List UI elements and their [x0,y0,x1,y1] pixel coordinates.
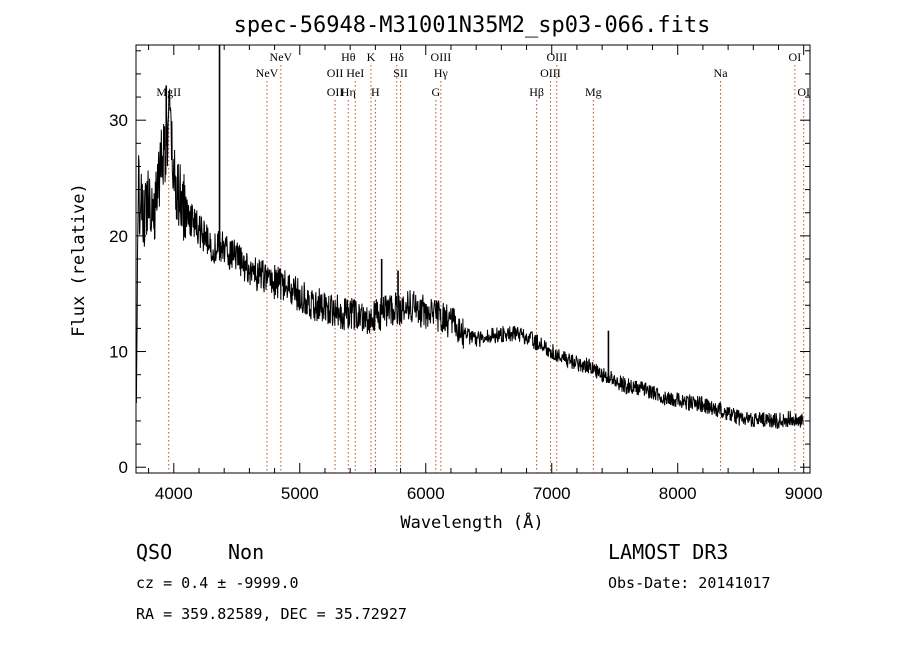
x-tick-label: 5000 [281,484,319,503]
spectrum-line [135,88,804,429]
redshift-readout: cz = 0.4 ± -9999.0 [136,574,299,592]
object-subclass: Non [228,540,264,564]
emission-line-label: NeV [270,50,293,64]
emission-line-label: H [371,85,380,99]
spectrum-group [135,45,804,429]
emission-line-label: OI [789,50,802,64]
x-axis-label: Wavelength (Å) [400,511,543,533]
emission-line-label: Hη [341,85,356,99]
y-tick-label: 20 [109,227,128,246]
info-panel: QSO Non cz = 0.4 ± -9999.0 RA = 359.8258… [136,540,771,623]
emission-line-label: G [431,85,440,99]
observation-date: Obs-Date: 20141017 [608,574,771,592]
emission-line-label: Mg [585,85,602,99]
emission-line-label: Hδ [390,50,405,64]
emission-line-label: OII [327,85,344,99]
emission-line-label: Hθ [341,50,356,64]
y-tick-label: 0 [119,458,128,477]
emission-line-label: OIII [431,50,452,64]
emission-line-label: K [367,50,376,64]
x-tick-label: 7000 [533,484,571,503]
emission-line-label: Hβ [529,85,544,99]
emission-line-label: NeV [256,66,279,80]
survey-name: LAMOST DR3 [608,540,728,564]
object-class: QSO [136,540,172,564]
x-tick-label: 4000 [155,484,193,503]
x-tick-label: 9000 [785,484,823,503]
emission-line-label: OII [327,66,344,80]
x-axis-ticks: 4000 5000 6000 7000 8000 9000 [148,45,823,503]
emission-line-label: OI [797,85,810,99]
emission-line-label: Hγ [434,66,449,80]
emission-line-label: OIII [540,66,561,80]
chart-title: spec-56948-M31001N35M2_sp03-066.fits [234,13,711,38]
y-axis-ticks: 0 10 20 30 [109,50,810,477]
emission-line-label: SII [393,66,408,80]
x-tick-label: 8000 [659,484,697,503]
y-tick-label: 10 [109,343,128,362]
emission-line-label: MgII [156,85,181,99]
emission-line-label: OIII [546,50,567,64]
emission-line-label: HeI [346,66,364,80]
y-axis-label: Flux (relative) [69,183,89,337]
coordinates-readout: RA = 359.82589, DEC = 35.72927 [136,605,407,623]
y-tick-label: 30 [109,111,128,130]
emission-line-label: Na [714,66,729,80]
x-tick-label: 6000 [407,484,445,503]
